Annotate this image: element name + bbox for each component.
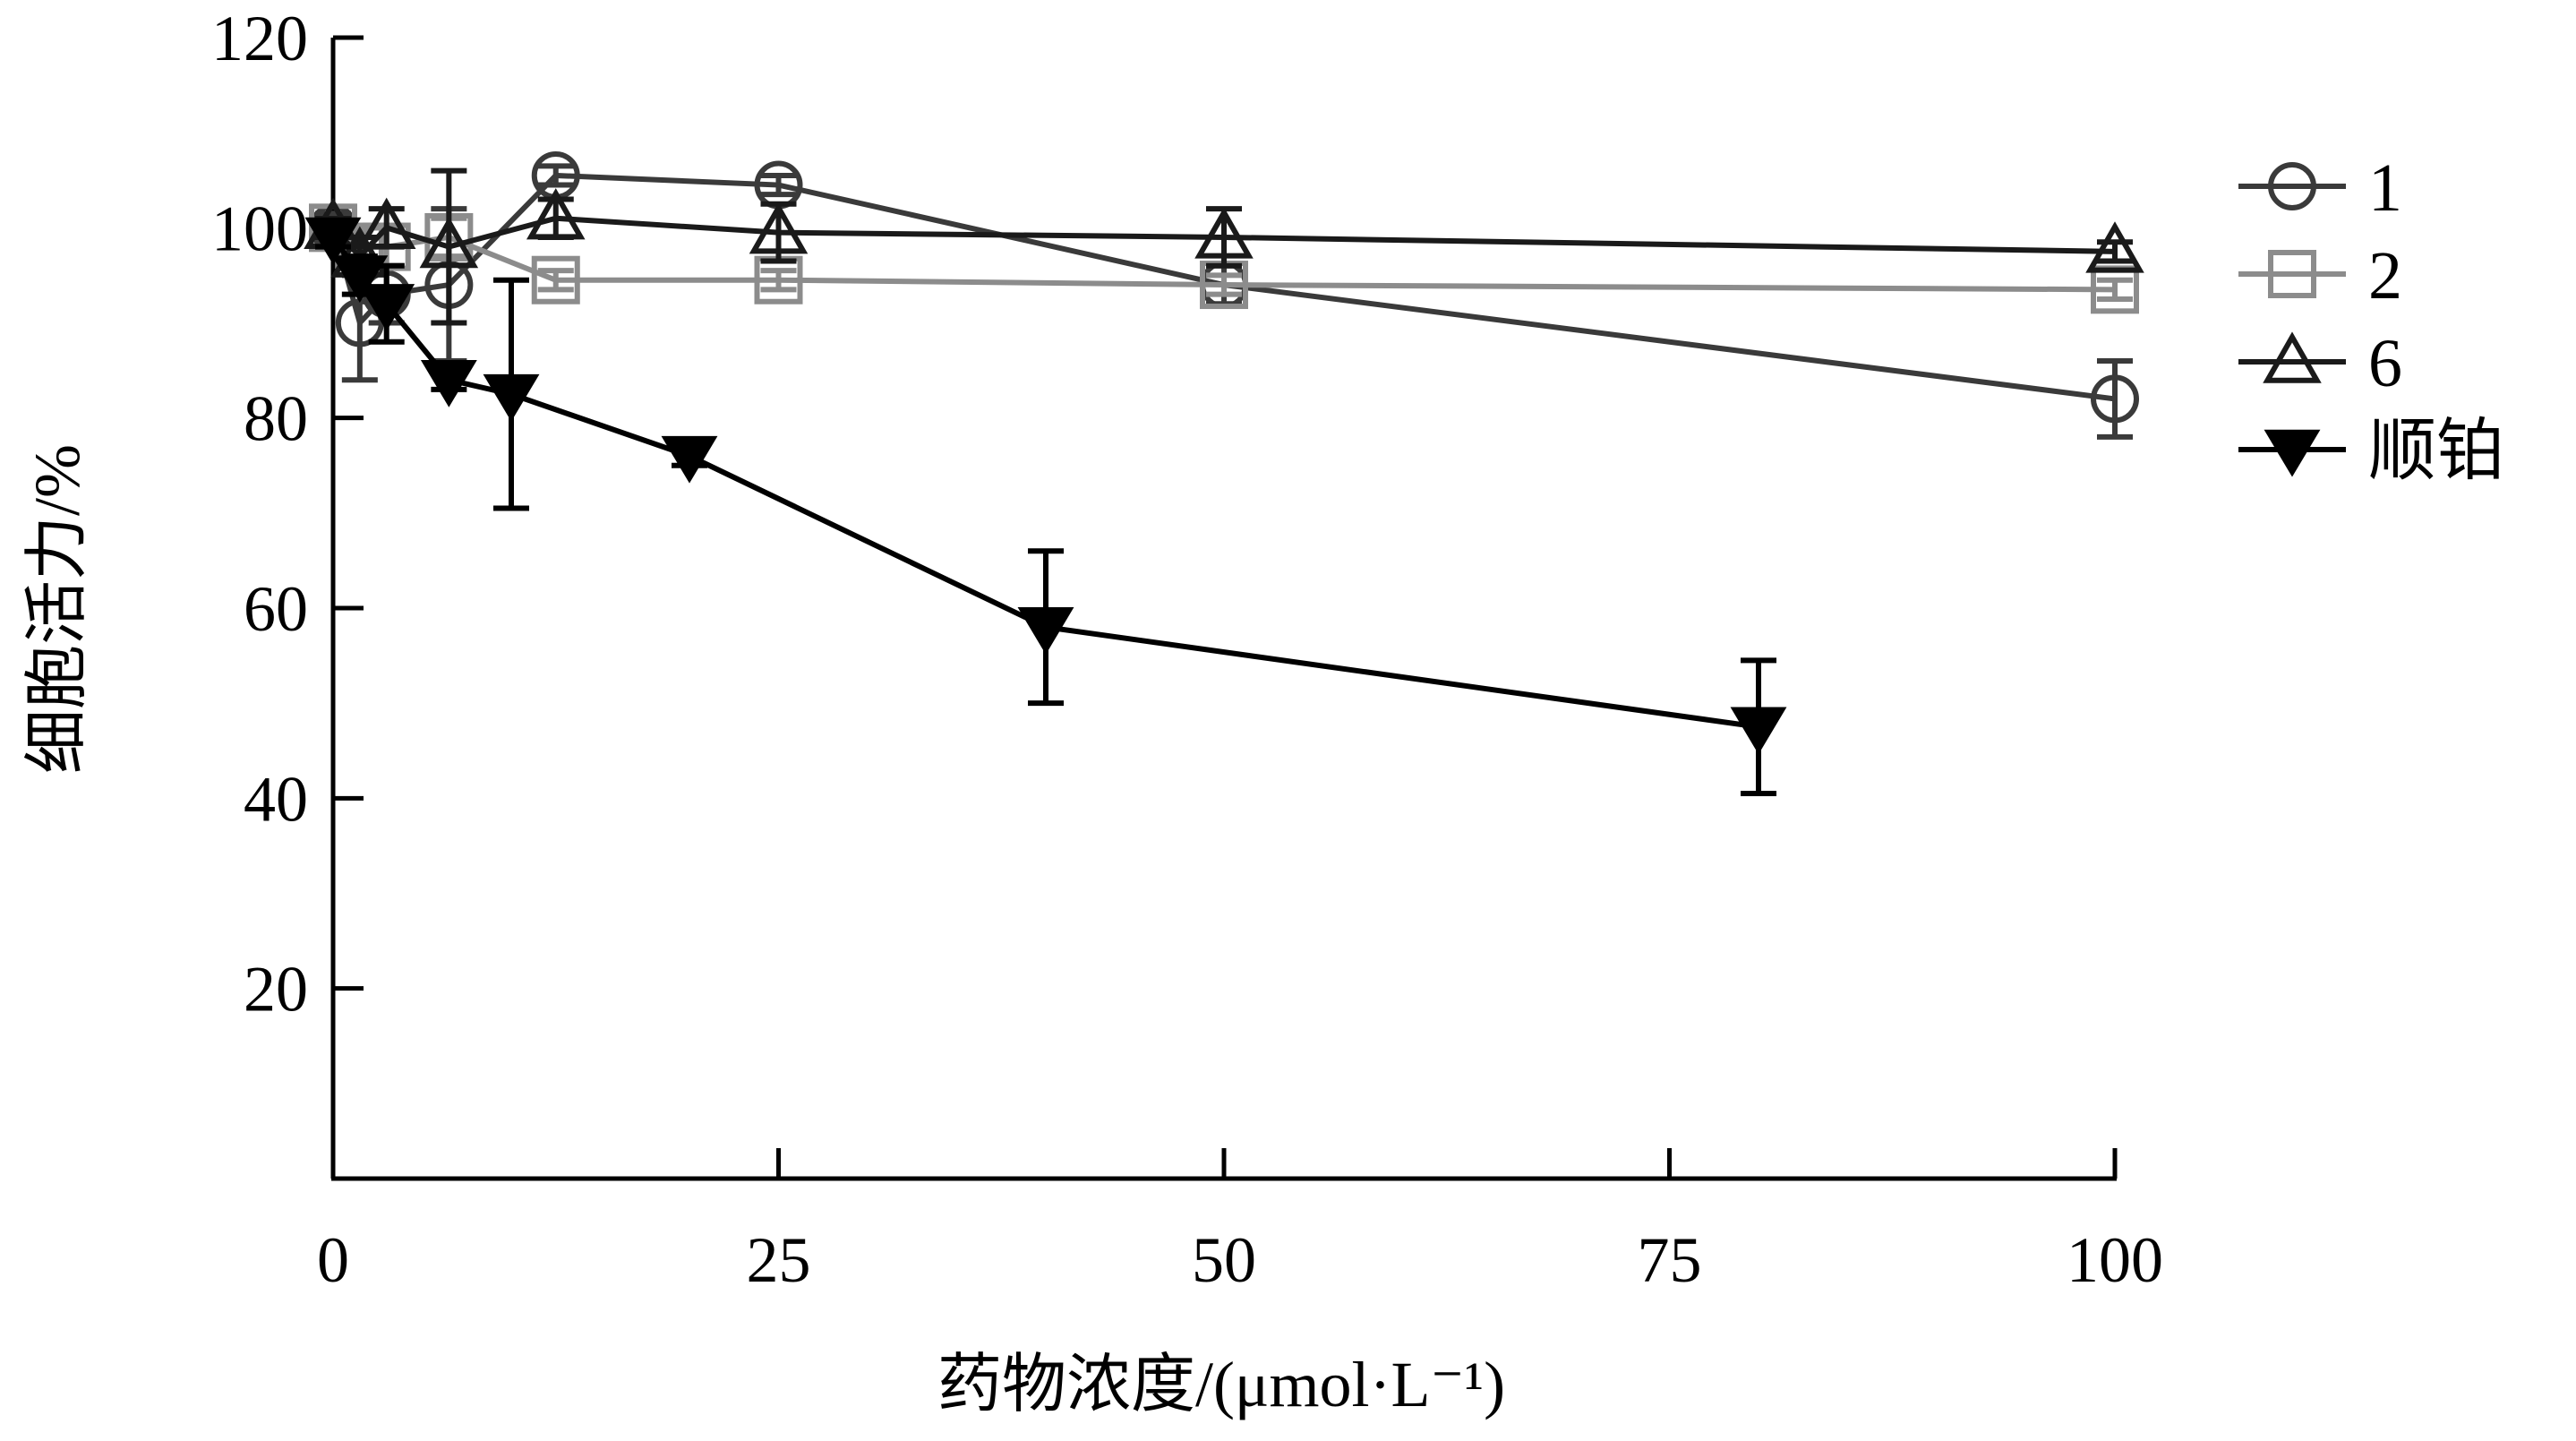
data-point bbox=[1730, 707, 1787, 755]
data-point bbox=[419, 216, 479, 269]
x-tick-label: 50 bbox=[1192, 1224, 1256, 1296]
data-point bbox=[526, 188, 586, 240]
series-triangle-down bbox=[304, 217, 1787, 797]
legend-entry: 顺铂 bbox=[2238, 414, 2504, 489]
x-tick-label: 100 bbox=[2067, 1224, 2163, 1296]
legend-label: 6 bbox=[2368, 326, 2402, 401]
legend-marker bbox=[2263, 331, 2322, 383]
data-point bbox=[304, 217, 362, 265]
legend-entry: 6 bbox=[2238, 326, 2402, 401]
data-point bbox=[661, 435, 718, 484]
x-tick-label: 0 bbox=[317, 1224, 349, 1296]
legend-label: 顺铂 bbox=[2368, 414, 2504, 489]
ticks: 20 40 60 80 100 120 0 25 50 75 100 bbox=[211, 3, 2163, 1296]
y-tick-label: 40 bbox=[244, 763, 308, 835]
series-line bbox=[330, 215, 2116, 261]
legend-entry: 2 bbox=[2238, 238, 2402, 313]
legend-entry: 1 bbox=[2238, 150, 2402, 226]
data-point bbox=[331, 255, 389, 303]
data-point bbox=[420, 360, 477, 407]
y-tick-label: 100 bbox=[211, 193, 308, 264]
data-point bbox=[1017, 607, 1074, 655]
y-tick-label: 20 bbox=[244, 954, 308, 1025]
data-point bbox=[483, 373, 540, 422]
data-point bbox=[1194, 207, 1254, 259]
data-point bbox=[749, 202, 809, 254]
x-tick-label: 25 bbox=[747, 1224, 811, 1296]
series-layer bbox=[304, 150, 2144, 797]
data-point bbox=[2085, 221, 2144, 273]
x-tick-label: 75 bbox=[1638, 1224, 1702, 1296]
data-point bbox=[358, 284, 415, 331]
legend-marker bbox=[2268, 162, 2316, 210]
y-tick-label: 60 bbox=[244, 573, 308, 645]
legend-marker bbox=[2268, 250, 2316, 298]
legend-label: 1 bbox=[2368, 150, 2402, 226]
y-axis-title: 细胞活力/% bbox=[21, 444, 93, 774]
legend: 1 2 6 顺铂 bbox=[2238, 150, 2504, 489]
legend-marker bbox=[2264, 429, 2321, 477]
data-point bbox=[2091, 374, 2139, 424]
x-axis-title: 药物浓度/(μmol·L⁻¹) bbox=[937, 1349, 1505, 1420]
legend-label: 2 bbox=[2368, 238, 2402, 313]
data-point bbox=[356, 197, 416, 250]
data-point bbox=[531, 255, 580, 304]
y-tick-label: 120 bbox=[211, 3, 308, 74]
y-tick-label: 80 bbox=[244, 383, 308, 455]
